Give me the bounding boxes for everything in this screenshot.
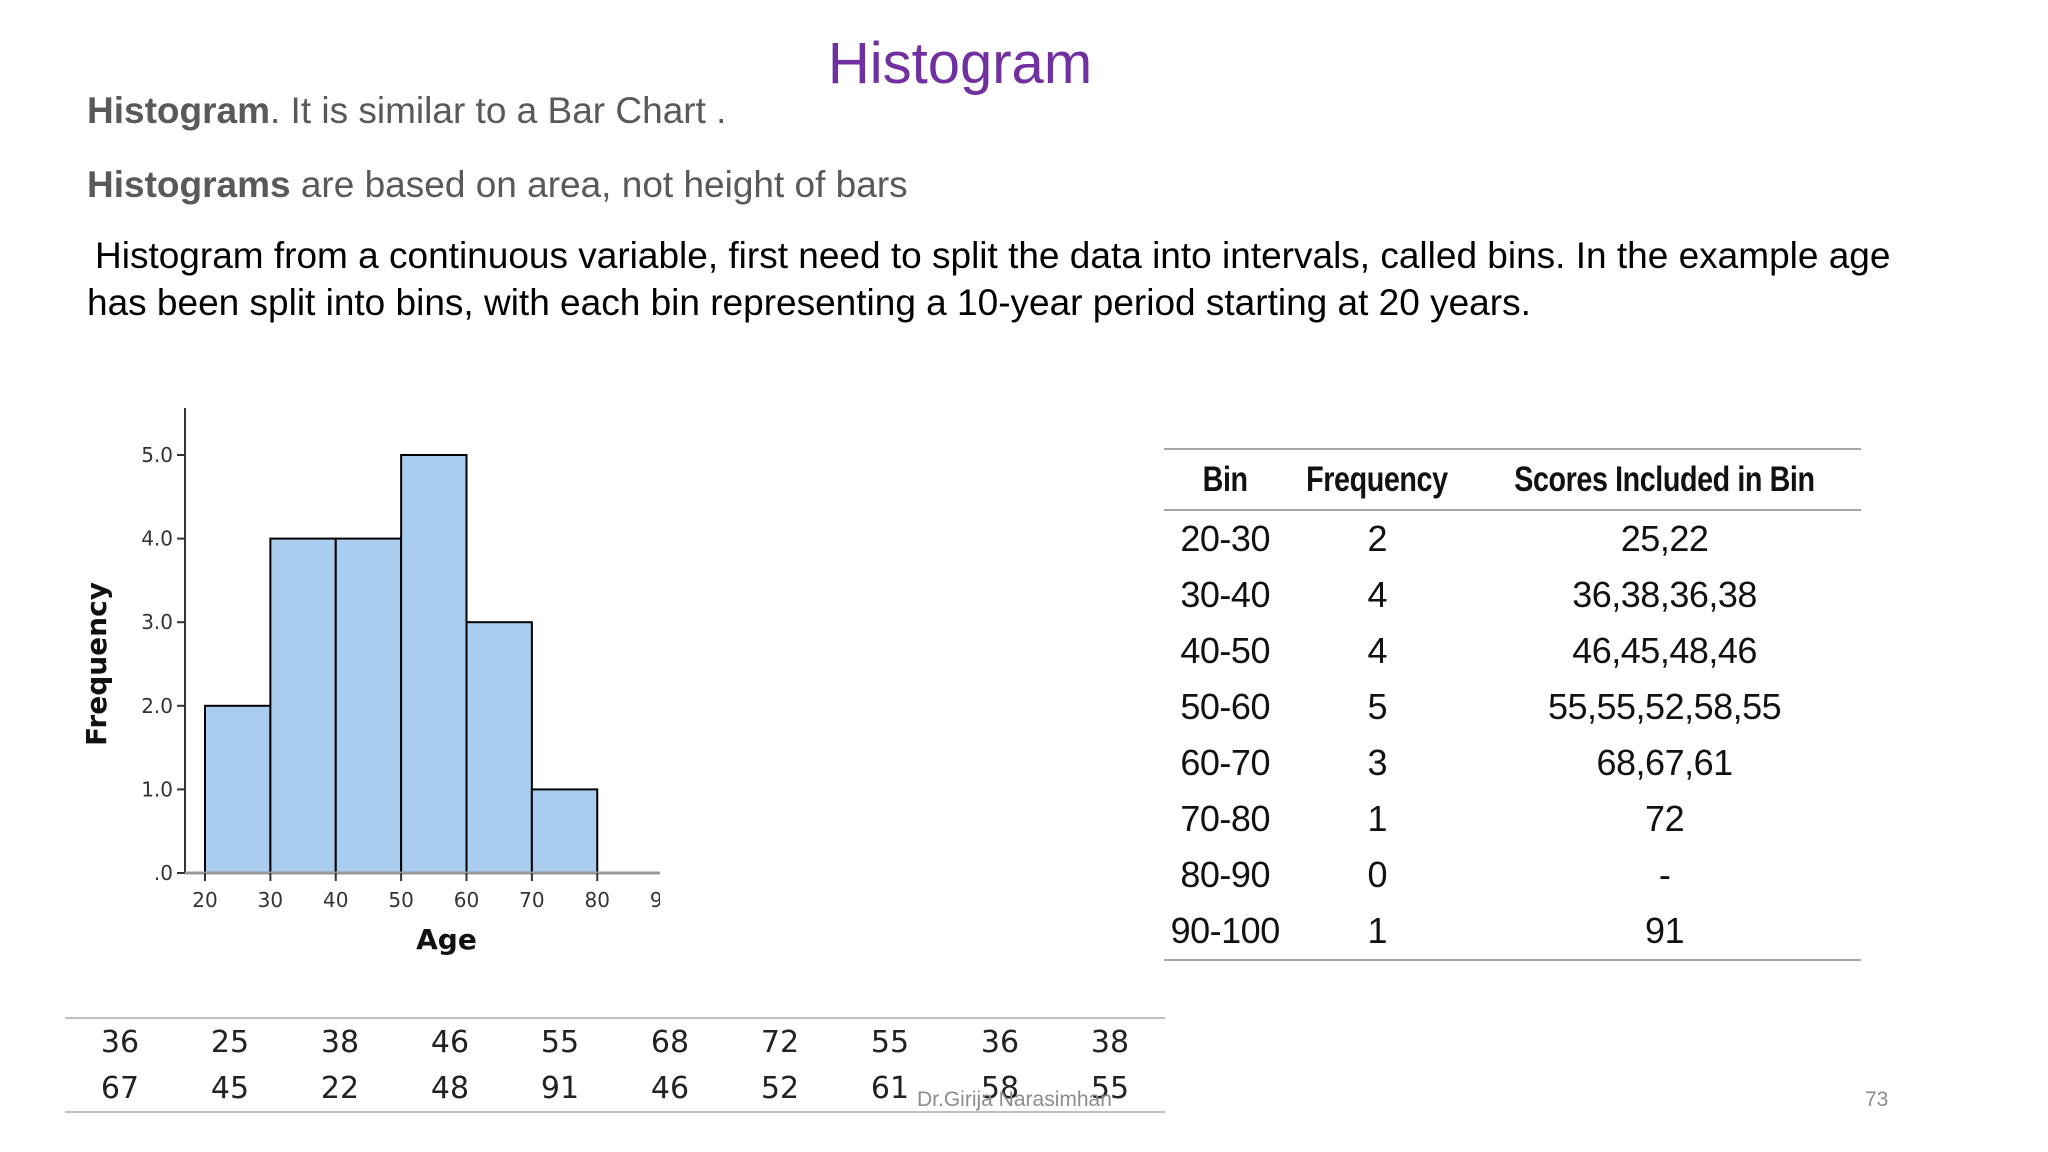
y-tick-label: .0 (154, 861, 173, 885)
scores-header: Scores Included in Bin (1503, 448, 1826, 511)
bin-cell: 20-30 (1180, 518, 1270, 559)
score-cell: 48 (395, 1065, 505, 1113)
scores-cell: 68,67,61 (1596, 742, 1734, 783)
bin-cell: 70-80 (1180, 798, 1270, 839)
age-histogram: .01.02.03.04.05.0 2030405060708090100 Fr… (80, 408, 660, 956)
y-tick-label: 1.0 (141, 777, 173, 801)
frequency-cell: 4 (1367, 574, 1388, 615)
bin-table-row: 30-40 4 36,38,36,38 (1164, 567, 1861, 623)
bin-table-row: 60-70 3 68,67,61 (1164, 735, 1861, 791)
score-cell: 38 (285, 1017, 395, 1065)
x-tick-label: 80 (585, 888, 610, 912)
score-cell: 38 (1055, 1017, 1165, 1065)
page-number: 73 (1865, 1088, 1889, 1111)
x-tick-label: 30 (258, 888, 283, 912)
x-tick-label: 90 (650, 888, 660, 912)
frequency-header: Frequency (1302, 448, 1452, 511)
x-tick-label: 40 (323, 888, 348, 912)
score-cell: 67 (65, 1065, 175, 1113)
scores-cell: 36,38,36,38 (1572, 574, 1757, 615)
bin-cell: 60-70 (1180, 742, 1270, 783)
score-cell: 52 (725, 1065, 835, 1113)
histogram-bar (204, 704, 272, 874)
intro-line-2-bold: Histograms (87, 164, 291, 205)
frequency-cell: 1 (1286, 903, 1469, 961)
bin-header: Bin (1175, 448, 1276, 511)
score-cell: 55 (1055, 1065, 1165, 1113)
score-cell: 46 (395, 1017, 505, 1065)
scores-cell: 91 (1468, 903, 1861, 961)
intro-line-1: Histogram. It is similar to a Bar Chart … (87, 90, 726, 132)
x-tick-label: 50 (388, 888, 413, 912)
slide-title: Histogram (827, 31, 1093, 96)
y-tick-label: 5.0 (141, 443, 173, 467)
bins-explanation: Histogram from a continuous variable, fi… (87, 232, 1947, 326)
bin-table-row: 40-50 4 46,45,48,46 (1164, 623, 1861, 679)
scores-cell: 72 (1645, 798, 1685, 839)
score-cell: 91 (505, 1065, 615, 1113)
frequency-cell: 4 (1367, 630, 1388, 671)
score-cell: 25 (175, 1017, 285, 1065)
y-axis-title: Frequency (80, 582, 113, 746)
intro-line-2: Histograms are based on area, not height… (87, 164, 908, 206)
frequency-cell: 3 (1367, 742, 1388, 783)
histogram-bar (530, 788, 599, 874)
bin-table-row: 20-30 2 25,22 (1164, 510, 1861, 567)
scores-cell: 55,55,52,58,55 (1547, 686, 1782, 727)
score-cell: 45 (175, 1065, 285, 1113)
bin-cell: 50-60 (1180, 686, 1270, 727)
frequency-cell: 2 (1367, 518, 1388, 559)
scores-cell: 25,22 (1620, 518, 1709, 559)
intro-line-1-bold: Histogram (87, 90, 270, 131)
frequency-cell: 5 (1367, 686, 1388, 727)
y-axis-ticks: .0 1.0 2.0 3.0 4.0 5.0 (141, 443, 185, 885)
bin-cell: 80-90 (1180, 854, 1270, 895)
bin-table-row: 90-100 1 91 (1164, 903, 1861, 961)
x-tick-label: 20 (192, 888, 217, 912)
scores-row: 36 25 38 46 55 68 72 55 36 38 (65, 1017, 1165, 1065)
y-tick-label: 2.0 (141, 694, 173, 718)
histogram-bar (269, 537, 337, 874)
bin-cell: 40-50 (1180, 630, 1270, 671)
bin-table-row: 70-80 1 72 (1164, 791, 1861, 847)
y-tick-label: 4.0 (141, 527, 173, 551)
histogram-bar (400, 454, 468, 874)
histogram-bars (204, 454, 599, 874)
raw-scores-table: 36 25 38 46 55 68 72 55 36 38 67 45 22 4… (65, 1017, 1165, 1113)
scores-row: 67 45 22 48 91 46 52 61 58 55 (65, 1065, 1165, 1113)
bin-cell: 30-40 (1180, 574, 1270, 615)
score-cell: 22 (285, 1065, 395, 1113)
score-cell: 61 (835, 1065, 945, 1113)
x-tick-label: 60 (454, 888, 479, 912)
score-cell: 68 (615, 1017, 725, 1065)
intro-line-2-text: are based on area, not height of bars (290, 164, 908, 205)
bin-table-row: 80-90 0 - (1164, 847, 1861, 903)
score-cell: 55 (505, 1017, 615, 1065)
bins-explanation-text: Histogram from a continuous variable, fi… (87, 235, 1891, 323)
score-cell: 72 (725, 1017, 835, 1065)
histogram-bar (334, 537, 403, 874)
scores-cell: 46,45,48,46 (1572, 630, 1757, 671)
histogram-bar (465, 621, 533, 874)
bin-cell: 90-100 (1164, 903, 1287, 961)
frequency-cell: 0 (1367, 854, 1388, 895)
x-tick-label: 70 (519, 888, 544, 912)
x-axis-ticks: 2030405060708090100 (192, 873, 660, 912)
score-cell: 36 (65, 1017, 175, 1065)
intro-line-1-text: . It is similar to a Bar Chart . (269, 90, 727, 131)
frequency-cell: 1 (1367, 798, 1388, 839)
score-cell: 58 (945, 1065, 1055, 1113)
score-cell: 46 (615, 1065, 725, 1113)
bin-table-row: 50-60 5 55,55,52,58,55 (1164, 679, 1861, 735)
footer-author: Dr.Girija Narasimhan (917, 1088, 1112, 1111)
bin-table-header-row: Bin Frequency Scores Included in Bin (1164, 448, 1861, 511)
score-cell: 36 (945, 1017, 1055, 1065)
scores-cell: - (1658, 854, 1671, 895)
bin-frequency-table: Bin Frequency Scores Included in Bin 20-… (1164, 448, 1861, 961)
score-cell: 55 (835, 1017, 945, 1065)
y-tick-label: 3.0 (141, 610, 173, 634)
x-axis-title: Age (416, 923, 477, 956)
